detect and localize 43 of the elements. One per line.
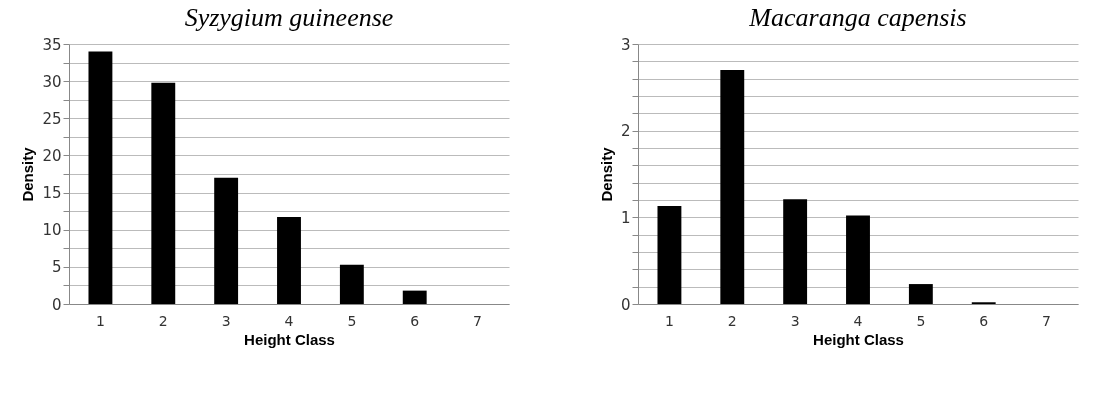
bar xyxy=(720,70,745,304)
y-tick-label: 3 xyxy=(620,35,631,54)
y-tick-label: 25 xyxy=(42,109,62,128)
chart-title: Macaranga capensis xyxy=(748,3,967,32)
chart-title: Syzygium guineense xyxy=(184,3,394,32)
y-tick-label: 20 xyxy=(42,146,62,165)
bar xyxy=(657,206,682,304)
bar xyxy=(783,199,808,304)
y-axis-title: Density xyxy=(19,146,37,202)
x-tick-label: 2 xyxy=(727,312,737,329)
y-tick-label: 0 xyxy=(620,295,631,314)
x-axis-title: Height Class xyxy=(813,330,904,348)
x-tick-label: 4 xyxy=(853,312,863,329)
bar xyxy=(846,215,870,304)
y-tick-label: 2 xyxy=(620,122,631,141)
y-tick-label: 10 xyxy=(42,221,62,240)
x-tick-label: 7 xyxy=(473,312,483,329)
bar xyxy=(151,82,176,304)
y-tick-label: 35 xyxy=(42,35,62,54)
x-tick-label: 7 xyxy=(1042,312,1052,329)
bar xyxy=(908,284,933,304)
y-axis-title: Density xyxy=(597,146,615,202)
x-tick-label: 5 xyxy=(347,312,357,329)
bar xyxy=(214,177,239,304)
x-tick-label: 6 xyxy=(410,312,420,329)
x-tick-label: 2 xyxy=(158,312,168,329)
x-tick-label: 1 xyxy=(664,312,674,329)
bar xyxy=(402,290,427,304)
y-tick-label: 30 xyxy=(42,72,62,91)
x-axis-title: Height Class xyxy=(244,330,335,348)
x-tick-label: 4 xyxy=(284,312,294,329)
x-tick-label: 5 xyxy=(916,312,926,329)
bar xyxy=(339,264,364,304)
y-tick-label: 0 xyxy=(51,295,62,314)
bar xyxy=(88,51,113,304)
x-tick-label: 3 xyxy=(790,312,800,329)
y-tick-label: 15 xyxy=(42,184,62,203)
x-tick-label: 6 xyxy=(979,312,989,329)
bar xyxy=(277,217,301,304)
y-tick-label: 5 xyxy=(51,258,62,277)
y-tick-label: 1 xyxy=(620,208,631,227)
x-tick-label: 1 xyxy=(95,312,105,329)
x-tick-label: 3 xyxy=(221,312,231,329)
